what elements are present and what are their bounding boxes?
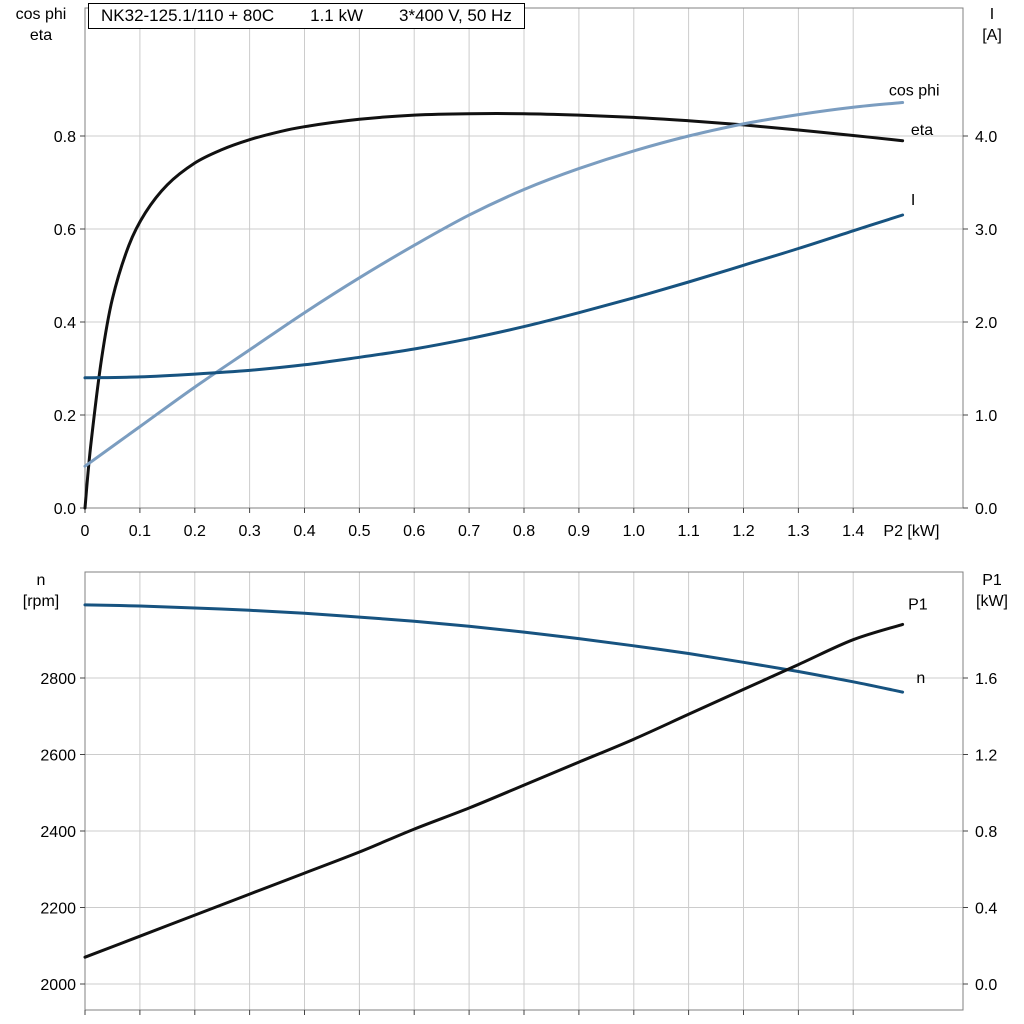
left-tick-label: 0.2: [54, 408, 76, 425]
axis-label-p1-unit: [kW]: [976, 593, 1008, 610]
series-I: [83, 213, 905, 380]
axis-label-eta: eta: [29, 27, 53, 44]
chart-1: 2000 2200 2400 2600 2800 0.0 0.4 0.8 1.2 1.6 P1 n: [40, 571, 997, 1015]
chart-0: 0.0 0.2 0.4 0.6 0.8 0.0 1.0 2.0 3.0 4.0 0 0.1 0.2 0.3…: [54, 7, 997, 540]
axis-label-speed: n: [36, 572, 46, 589]
right-tick-label: 1.2: [975, 748, 997, 765]
title-power: 1.1 kW: [310, 6, 364, 25]
curve-label-cos-phi: cos phi: [889, 83, 940, 100]
x-tick-label: 0.7: [458, 523, 480, 540]
left-tick-label: 0.0: [54, 501, 76, 518]
x-tick-label: 0.9: [568, 523, 590, 540]
axis-label-cos-phi: cos phi: [15, 6, 67, 23]
x-tick-label: 0.6: [403, 523, 425, 540]
right-tick-label: 1.0: [975, 408, 997, 425]
right-tick-label: 0.4: [975, 901, 997, 918]
axis-label-current-unit: [A]: [982, 27, 1002, 44]
right-tick-label: 3.0: [975, 222, 997, 239]
curve-label-eta: eta: [911, 122, 933, 139]
bottom-left-axis-label: n [rpm]: [4, 570, 78, 612]
right-tick-label: 4.0: [975, 129, 997, 146]
x-tick-label: 0.1: [129, 523, 151, 540]
x-tick-label: 0.2: [184, 523, 206, 540]
left-tick-label: 0.6: [54, 222, 76, 239]
x-tick-label: 0.8: [513, 523, 535, 540]
left-tick-label: 0.8: [54, 129, 76, 146]
x-tick-label: 0.5: [348, 523, 370, 540]
top-left-axis-label: cos phi eta: [4, 4, 78, 46]
x-tick-label: 1.4: [842, 523, 864, 540]
x-tick-label: 1.3: [787, 523, 809, 540]
bottom-right-axis-label: P1 [kW]: [964, 570, 1020, 612]
axis-label-speed-unit: [rpm]: [22, 593, 60, 610]
x-axis-label: P2 [kW]: [883, 523, 939, 540]
title-supply: 3*400 V, 50 Hz: [399, 6, 512, 25]
right-tick-label: 0.8: [975, 824, 997, 841]
left-tick-label: 0.4: [54, 315, 76, 332]
series-cos-phi: [83, 101, 905, 468]
x-tick-label: 0: [81, 523, 90, 540]
series-eta: [83, 112, 905, 510]
left-tick-label: 2400: [40, 824, 76, 841]
x-tick-label: 0.4: [293, 523, 315, 540]
axis-label-p1: P1: [982, 572, 1002, 589]
curve-label-n: n: [916, 670, 925, 687]
left-tick-label: 2200: [40, 901, 76, 918]
curve-label-I: I: [911, 192, 915, 209]
x-tick-label: 1.2: [732, 523, 754, 540]
chart-title-box: NK32-125.1/110 + 80C 1.1 kW 3*400 V, 50 Hz: [88, 3, 525, 29]
left-tick-label: 2600: [40, 748, 76, 765]
right-tick-label: 0.0: [975, 977, 997, 994]
right-tick-label: 1.6: [975, 671, 997, 688]
axis-label-current: I: [989, 6, 995, 23]
top-right-axis-label: I [A]: [964, 4, 1020, 46]
series-n: [83, 603, 905, 694]
x-tick-label: 1.1: [677, 523, 699, 540]
title-model: NK32-125.1/110 + 80C: [101, 6, 275, 25]
series-P1: [83, 622, 905, 959]
x-tick-label: 1.0: [623, 523, 645, 540]
right-tick-label: 2.0: [975, 315, 997, 332]
curve-label-P1: P1: [908, 596, 928, 613]
x-tick-label: 0.3: [238, 523, 260, 540]
left-tick-label: 2000: [40, 977, 76, 994]
right-tick-label: 0.0: [975, 501, 997, 518]
left-tick-label: 2800: [40, 671, 76, 688]
